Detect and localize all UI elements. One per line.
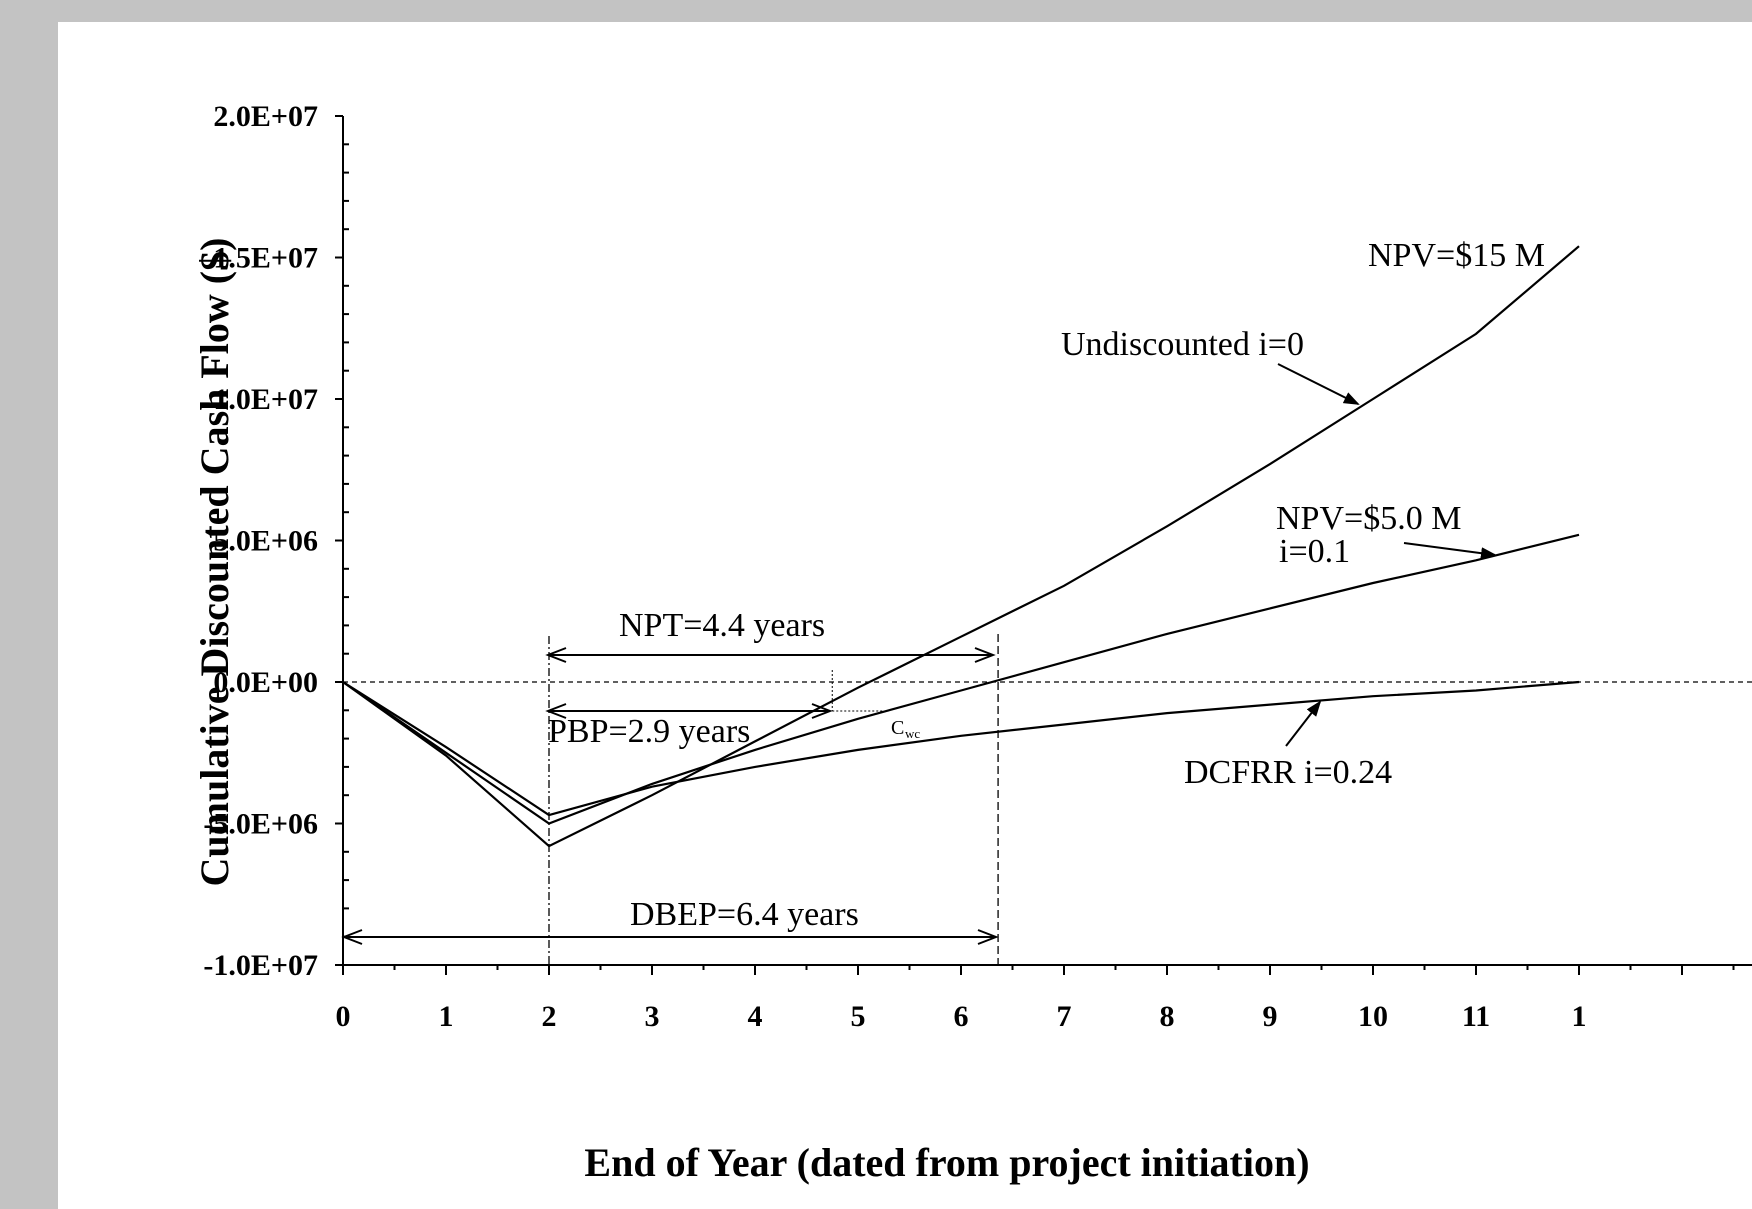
- y-tick-label: 2.0E+07: [213, 100, 318, 133]
- x-tick-label: 11: [1462, 1000, 1490, 1033]
- x-tick-label: 9: [1263, 1000, 1278, 1033]
- annotation-cwc-sub: wc: [905, 726, 920, 741]
- annotation-npt: NPT=4.4 years: [619, 607, 825, 644]
- series-line-3: [342, 680, 1580, 817]
- x-tick-label: 8: [1160, 1000, 1175, 1033]
- series-line-1: [342, 245, 1580, 848]
- axes: -1.0E+07 -5.0E+06 0.0E+00 5.0E+06 1.0E+07 1.5…: [203, 100, 1752, 1033]
- pointer-undiscounted: [1277, 363, 1360, 405]
- series-line-2: [342, 533, 1580, 825]
- y-tick-label: -1.0E+07: [203, 949, 318, 982]
- x-tick-label: 4: [748, 1000, 763, 1033]
- y-tick-label: 5.0E+06: [213, 525, 318, 558]
- y-tick-label: -5.0E+06: [203, 808, 318, 841]
- x-tick-label: 6: [954, 1000, 969, 1033]
- annotation-cwc: C: [891, 717, 904, 739]
- annotation-pbp: PBP=2.9 years: [548, 713, 750, 750]
- x-tick-label: 2: [542, 1000, 557, 1033]
- slide: -1.0E+07 -5.0E+06 0.0E+00 5.0E+06 1.0E+07 1.5…: [58, 22, 1752, 1209]
- pointer-dcfrr: [1285, 700, 1322, 747]
- pointer-npv5: [1403, 542, 1497, 560]
- series-lines: [342, 245, 1580, 848]
- x-tick-label: 5: [851, 1000, 866, 1033]
- y-tick-label: 0.0E+00: [213, 666, 318, 699]
- x-tick-label: 10: [1358, 1000, 1388, 1033]
- annotation-npv15: NPV=$15 M: [1368, 237, 1545, 274]
- annotation-undiscounted: Undiscounted i=0: [1061, 326, 1304, 363]
- x-tick-label: 7: [1057, 1000, 1072, 1033]
- annotation-dcfrr: DCFRR i=0.24: [1184, 754, 1392, 791]
- y-tick-label: 1.5E+07: [213, 242, 318, 275]
- x-tick-label: 1: [1572, 1000, 1587, 1033]
- x-axis-title: End of Year (dated from project initiati…: [584, 1140, 1309, 1185]
- y-tick-label: 1.0E+07: [213, 383, 318, 416]
- x-tick-label: 0: [336, 1000, 351, 1033]
- y-axis-title: Cumulative Discounted Cash Flow ($): [192, 238, 237, 887]
- reference-lines: [341, 634, 1752, 965]
- annotation-npv5: NPV=$5.0 M: [1276, 500, 1461, 537]
- cash-flow-chart: -1.0E+07 -5.0E+06 0.0E+00 5.0E+06 1.0E+07 1.5…: [192, 100, 1752, 1185]
- annotation-i01: i=0.1: [1279, 533, 1350, 570]
- x-tick-label: 3: [645, 1000, 660, 1033]
- x-tick-label: 1: [439, 1000, 454, 1033]
- annotation-dbep: DBEP=6.4 years: [630, 896, 859, 933]
